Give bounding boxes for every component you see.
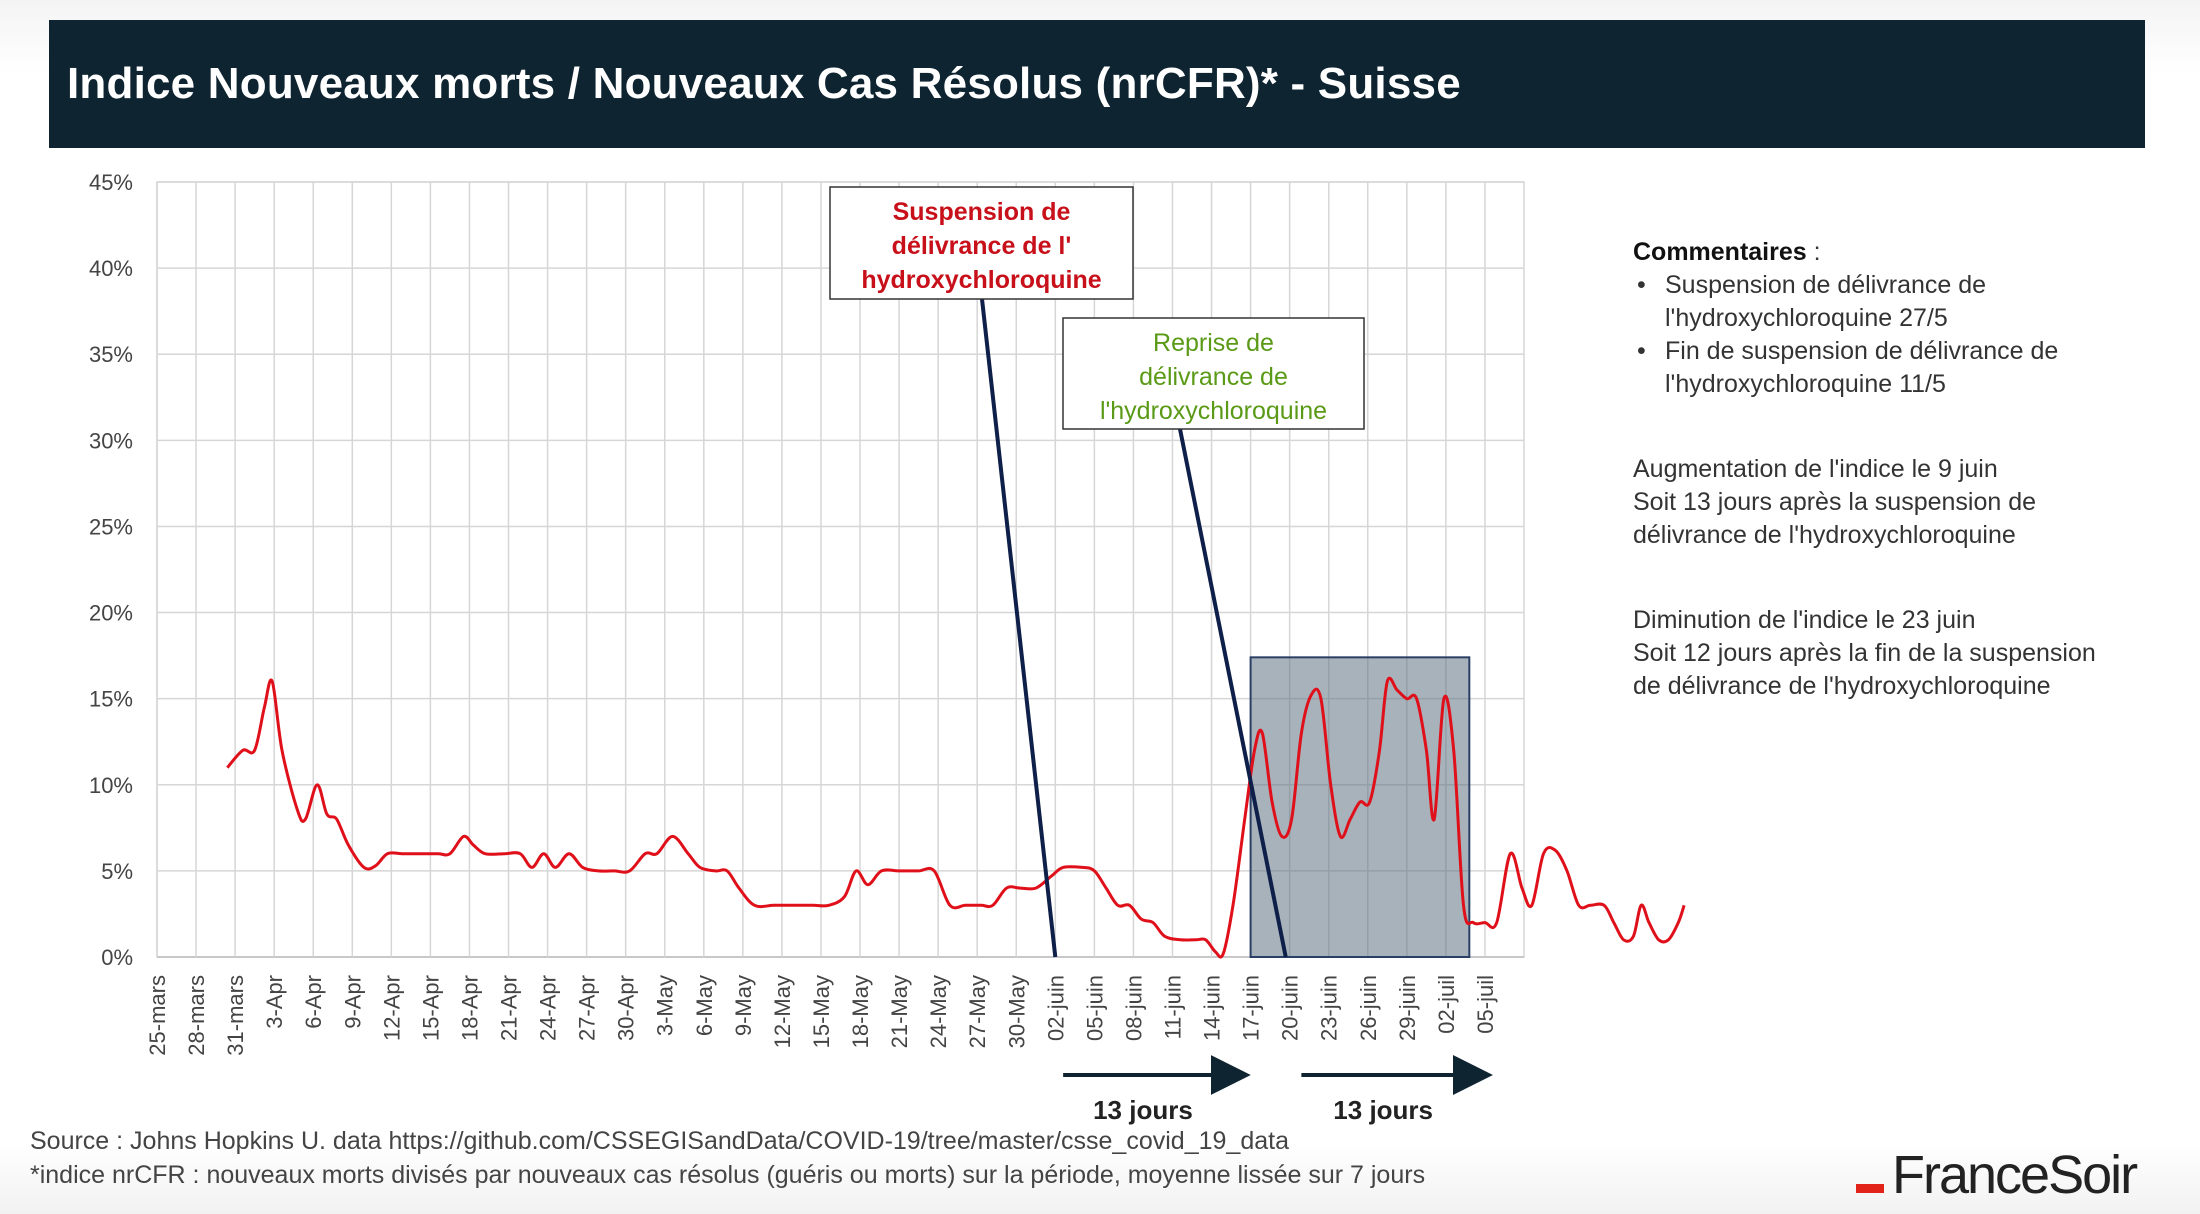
x-tick-label: 20-juin (1278, 975, 1303, 1041)
x-tick-label: 15-Apr (418, 975, 443, 1041)
x-tick-label: 31-mars (223, 975, 248, 1056)
x-tick-label: 25-mars (145, 975, 170, 1056)
x-tick-label: 02-juil (1434, 975, 1459, 1034)
event-label-text: hydroxychloroquine (861, 266, 1101, 294)
y-tick-label: 0% (101, 945, 133, 970)
x-tick-label: 9-Apr (340, 975, 365, 1029)
y-tick-label: 15% (89, 687, 133, 712)
y-tick-label: 20% (89, 601, 133, 626)
x-tick-label: 15-May (809, 975, 834, 1048)
x-tick-label: 23-juin (1317, 975, 1342, 1041)
comments-panel: Commentaires : Suspension de délivrance … (1633, 236, 2173, 703)
event-line (1178, 428, 1288, 958)
x-tick-label: 3-May (653, 975, 678, 1036)
x-tick-label: 24-Apr (536, 975, 561, 1041)
x-tick-label: 21-Apr (497, 975, 522, 1041)
x-tick-label: 18-Apr (457, 975, 482, 1041)
y-tick-label: 30% (89, 428, 133, 453)
comment-increase: Augmentation de l'indice le 9 juin Soit … (1633, 455, 2037, 549)
x-tick-label: 11-juin (1160, 975, 1185, 1039)
x-tick-label: 14-juin (1200, 975, 1225, 1041)
title-bar: Indice Nouveaux morts / Nouveaux Cas Rés… (49, 20, 2145, 148)
y-tick-label: 45% (89, 170, 133, 195)
x-tick-label: 02-juin (1043, 975, 1068, 1041)
footer: Source : Johns Hopkins U. data https://g… (30, 1124, 1425, 1192)
event-label-text: l'hydroxychloroquine (1100, 397, 1327, 425)
x-tick-label: 17-juin (1239, 975, 1264, 1041)
comment-decrease: Diminution de l'indice le 23 juin Soit 1… (1633, 606, 2096, 700)
index-definition: *indice nrCFR : nouveaux morts divisés p… (30, 1161, 1426, 1189)
y-tick-label: 40% (89, 256, 133, 281)
x-tick-label: 27-Apr (575, 975, 600, 1041)
x-tick-label: 26-juin (1356, 975, 1381, 1041)
logo-accent (1856, 1183, 1884, 1193)
comments-heading: Commentaires : (1633, 238, 1821, 266)
nrcfr-series-line (226, 676, 1686, 959)
event-label-text: délivrance de l' (892, 232, 1072, 260)
source-note: Source : Johns Hopkins U. data https://g… (30, 1127, 1289, 1155)
y-tick-label: 10% (89, 773, 133, 798)
duration-label: 13 jours (1093, 1095, 1193, 1125)
x-tick-label: 12-May (770, 975, 795, 1048)
x-tick-label: 18-May (848, 975, 873, 1048)
y-tick-label: 25% (89, 514, 133, 539)
x-tick-label: 05-juin (1082, 975, 1107, 1041)
x-tick-label: 6-May (692, 975, 717, 1036)
x-tick-label: 28-mars (184, 975, 209, 1056)
duration-label: 13 jours (1333, 1095, 1433, 1125)
event-label-text: délivrance de (1139, 363, 1288, 391)
y-tick-label: 5% (101, 859, 133, 884)
x-tick-label: 08-juin (1121, 975, 1146, 1041)
x-tick-label: 12-Apr (379, 975, 404, 1041)
event-label-box (829, 186, 1134, 300)
x-tick-label: 27-May (965, 975, 990, 1048)
y-tick-label: 35% (89, 342, 133, 367)
x-tick-label: 6-Apr (301, 975, 326, 1029)
event-label-text: Reprise de (1153, 329, 1274, 357)
x-tick-label: 24-May (926, 975, 951, 1048)
x-tick-label: 3-Apr (262, 975, 287, 1029)
x-tick-label: 05-juil (1473, 975, 1498, 1034)
comment-bullet: Suspension de délivrance de l'hydroxychl… (1633, 269, 2173, 335)
event-line (980, 298, 1058, 958)
shaded-period (1249, 656, 1471, 958)
francesoir-logo: FranceSoir (1856, 1145, 2138, 1205)
x-tick-label: 30-Apr (614, 975, 639, 1041)
x-tick-label: 21-May (887, 975, 912, 1048)
logo-text: FranceSoir (1892, 1145, 2138, 1205)
comments-list: Suspension de délivrance de l'hydroxychl… (1633, 269, 2173, 401)
event-label-box (1062, 317, 1365, 430)
x-tick-label: 9-May (731, 975, 756, 1036)
comment-bullet: Fin de suspension de délivrance de l'hyd… (1633, 335, 2173, 401)
event-label-text: Suspension de (893, 198, 1071, 226)
x-tick-label: 29-juin (1395, 975, 1420, 1041)
page-title: Indice Nouveaux morts / Nouveaux Cas Rés… (67, 59, 1461, 108)
x-tick-label: 30-May (1004, 975, 1029, 1048)
